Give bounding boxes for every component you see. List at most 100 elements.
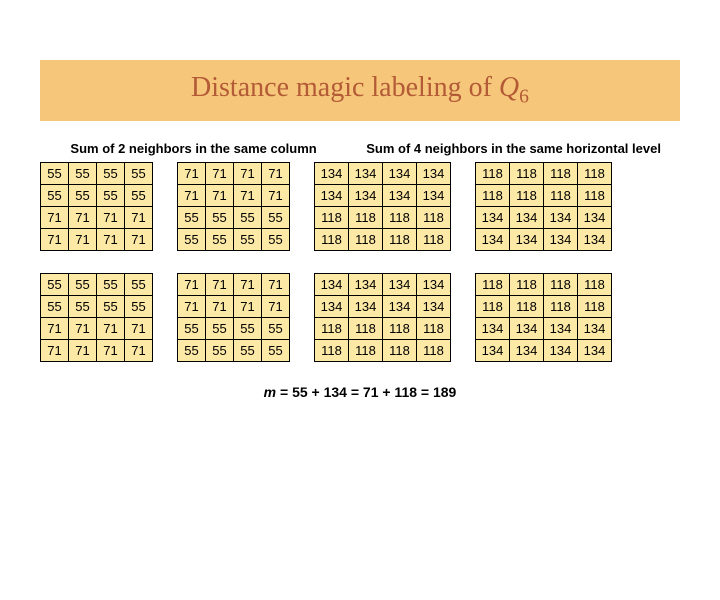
table-cell: 134 (510, 206, 544, 228)
table-row: 71717171 (41, 228, 153, 250)
table-cell: 118 (315, 339, 349, 361)
table-cell: 134 (349, 273, 383, 295)
table-cell: 55 (97, 295, 125, 317)
table-cell: 134 (417, 273, 451, 295)
table-cell: 134 (315, 162, 349, 184)
table-row: 55555555 (41, 295, 153, 317)
table-row: 118118118118 (476, 184, 612, 206)
table-cell: 118 (476, 273, 510, 295)
grid-table: 1181181181181181181181181341341341341341… (475, 162, 612, 251)
table-row: 134134134134 (476, 228, 612, 250)
table-cell: 71 (97, 228, 125, 250)
page-title: Distance magic labeling of Q6 (191, 72, 529, 103)
title-bar: Distance magic labeling of Q6 (40, 60, 680, 121)
table-row: 71717171 (178, 184, 290, 206)
table-cell: 71 (234, 295, 262, 317)
table-row: 134134134134 (315, 184, 451, 206)
table-cell: 71 (97, 206, 125, 228)
column-headers: Sum of 2 neighbors in the same column Su… (40, 141, 680, 156)
table-cell: 118 (510, 184, 544, 206)
table-cell: 134 (383, 295, 417, 317)
table-row: 55555555 (41, 162, 153, 184)
grid-table: 71717171717171715555555555555555 (177, 162, 290, 251)
table-cell: 55 (125, 162, 153, 184)
table-row: 55555555 (178, 206, 290, 228)
table-row: 134134134134 (476, 206, 612, 228)
table-cell: 134 (578, 228, 612, 250)
table-cell: 118 (349, 317, 383, 339)
table-cell: 134 (510, 339, 544, 361)
table-cell: 71 (234, 162, 262, 184)
table-row: 55555555 (41, 184, 153, 206)
table-cell: 134 (315, 273, 349, 295)
grid-table: 1181181181181181181181181341341341341341… (475, 273, 612, 362)
table-cell: 118 (510, 295, 544, 317)
table-cell: 55 (262, 339, 290, 361)
table-cell: 55 (97, 184, 125, 206)
table-cell: 55 (69, 162, 97, 184)
table-cell: 71 (41, 317, 69, 339)
table-row: 118118118118 (476, 162, 612, 184)
table-row: 118118118118 (315, 317, 451, 339)
table-cell: 55 (262, 206, 290, 228)
table-cell: 118 (383, 206, 417, 228)
table-cell: 71 (234, 273, 262, 295)
grid-table: 1341341341341341341341341181181181181181… (314, 162, 451, 251)
table-row: 71717171 (178, 162, 290, 184)
table-cell: 118 (476, 184, 510, 206)
table-cell: 134 (417, 184, 451, 206)
grids-area: 5555555555555555717171717171717171717171… (40, 162, 680, 362)
table-cell: 71 (178, 295, 206, 317)
table-row: 118118118118 (476, 273, 612, 295)
table-row: 55555555 (178, 228, 290, 250)
table-cell: 118 (544, 295, 578, 317)
table-cell: 118 (417, 228, 451, 250)
table-cell: 118 (315, 317, 349, 339)
table-cell: 55 (41, 295, 69, 317)
table-cell: 55 (178, 317, 206, 339)
table-cell: 71 (41, 206, 69, 228)
footer-eq: = 55 + 134 = 71 + 118 = 189 (276, 384, 456, 400)
table-cell: 118 (383, 317, 417, 339)
table-cell: 71 (41, 339, 69, 361)
table-cell: 134 (476, 228, 510, 250)
table-cell: 118 (417, 339, 451, 361)
table-cell: 71 (97, 317, 125, 339)
table-cell: 118 (349, 206, 383, 228)
table-cell: 71 (69, 228, 97, 250)
table-cell: 118 (578, 295, 612, 317)
header-right: Sum of 4 neighbors in the same horizonta… (347, 141, 680, 156)
table-row: 55555555 (41, 273, 153, 295)
table-row: 134134134134 (315, 162, 451, 184)
table-cell: 134 (349, 184, 383, 206)
table-cell: 55 (234, 206, 262, 228)
table-cell: 134 (510, 317, 544, 339)
table-row: 71717171 (41, 206, 153, 228)
table-row: 71717171 (41, 317, 153, 339)
title-prefix: Distance magic labeling of (191, 72, 499, 103)
table-cell: 71 (125, 206, 153, 228)
table-cell: 134 (349, 162, 383, 184)
table-cell: 71 (125, 228, 153, 250)
table-cell: 71 (178, 273, 206, 295)
table-cell: 134 (578, 317, 612, 339)
table-cell: 118 (349, 228, 383, 250)
table-row: 71717171 (178, 295, 290, 317)
table-cell: 71 (41, 228, 69, 250)
table-cell: 55 (234, 339, 262, 361)
table-cell: 55 (234, 317, 262, 339)
table-cell: 55 (206, 339, 234, 361)
table-cell: 71 (178, 184, 206, 206)
table-cell: 118 (510, 273, 544, 295)
footer-equation: m = 55 + 134 = 71 + 118 = 189 (0, 384, 720, 400)
table-cell: 55 (262, 228, 290, 250)
table-row: 55555555 (178, 317, 290, 339)
table-cell: 71 (234, 184, 262, 206)
table-cell: 134 (383, 273, 417, 295)
table-cell: 118 (417, 317, 451, 339)
table-cell: 71 (206, 162, 234, 184)
table-cell: 55 (41, 184, 69, 206)
table-cell: 71 (178, 162, 206, 184)
table-cell: 134 (544, 339, 578, 361)
table-cell: 55 (41, 162, 69, 184)
